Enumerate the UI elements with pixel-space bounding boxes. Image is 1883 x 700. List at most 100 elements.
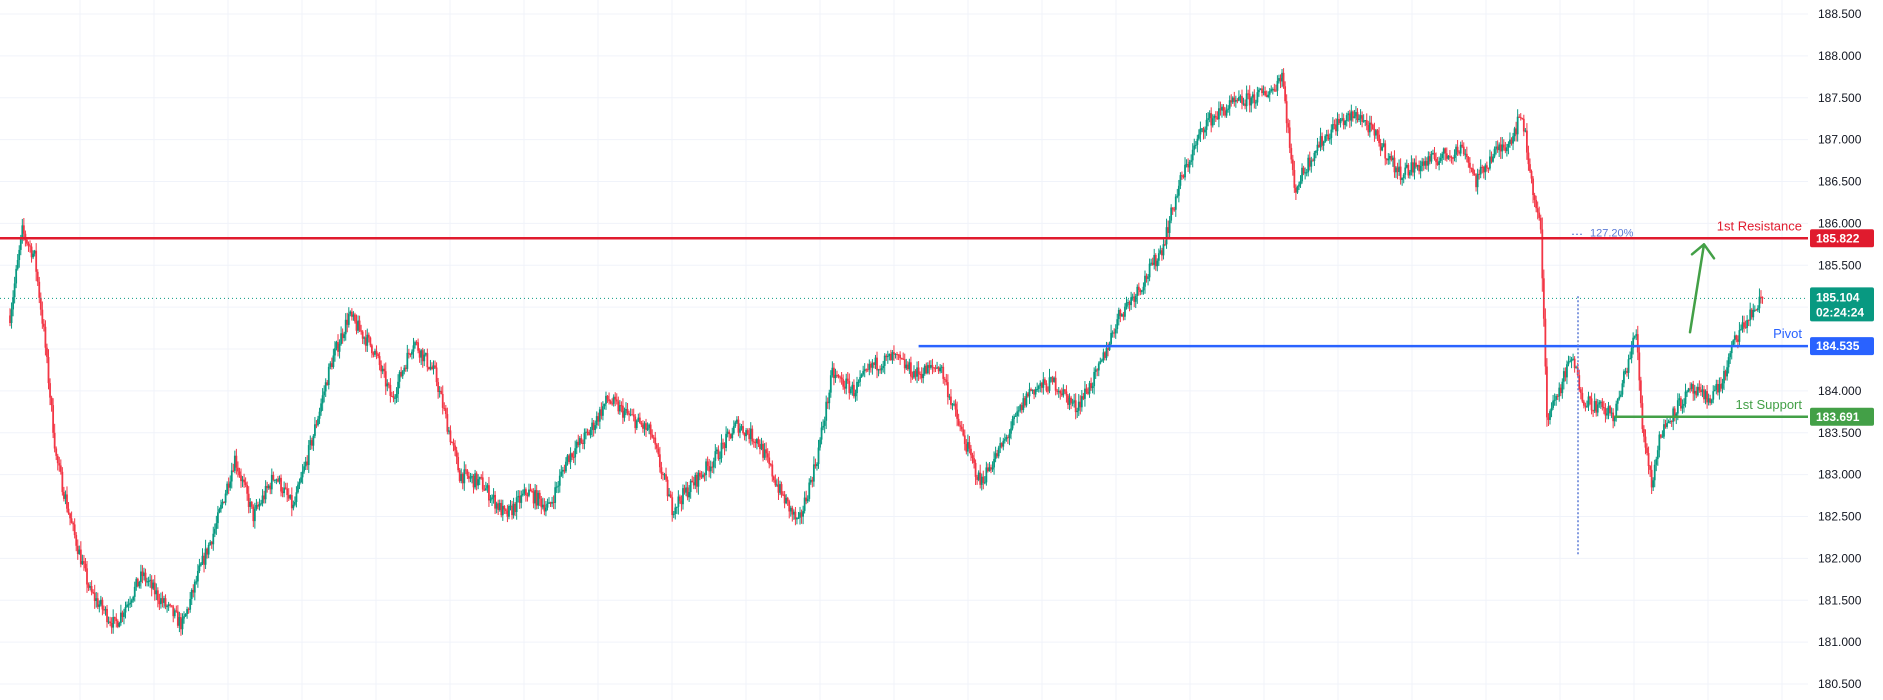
candle-body	[153, 582, 156, 595]
candle-body	[1330, 129, 1333, 139]
candle-body	[626, 408, 629, 414]
candle-body	[1584, 405, 1587, 407]
chart-grid	[0, 0, 1808, 700]
candle-body	[21, 225, 24, 238]
candle-body	[226, 483, 229, 494]
candle-body	[699, 472, 701, 477]
candle-body	[862, 371, 865, 375]
candle-body	[115, 618, 118, 622]
price-tick-label: 181.000	[1818, 635, 1862, 649]
price-tick-label: 182.500	[1818, 510, 1862, 524]
candle-body	[227, 483, 230, 488]
candle-body	[33, 250, 36, 254]
candle-body	[1413, 162, 1416, 173]
candle-body	[1687, 388, 1690, 392]
candle-body	[255, 505, 258, 509]
candle-body	[1623, 371, 1625, 384]
candle-body	[1017, 410, 1020, 412]
candle-body	[121, 612, 124, 617]
candle-body	[344, 319, 347, 335]
candle-body	[1364, 120, 1367, 122]
candle-body	[347, 313, 350, 325]
candle-body	[1592, 410, 1595, 412]
candle-body	[1425, 161, 1428, 166]
candle-body	[779, 484, 781, 493]
candle-body	[1542, 278, 1545, 319]
candle-body	[421, 350, 424, 362]
candle-body	[602, 406, 604, 416]
candle-body	[474, 473, 476, 488]
candle-body	[1008, 433, 1011, 438]
candle-body	[326, 382, 329, 386]
candle-body	[1666, 423, 1668, 427]
candle-body	[618, 405, 621, 412]
candle-body	[1114, 329, 1117, 334]
candle-body	[484, 488, 487, 491]
candle-body	[492, 494, 495, 498]
candle-body	[49, 383, 51, 398]
candle-body	[583, 432, 586, 444]
candle-body	[769, 464, 772, 466]
candle-body	[53, 432, 56, 449]
candle-body	[132, 596, 135, 601]
candle-body	[270, 474, 273, 490]
candle-body	[558, 475, 561, 486]
candle-body	[335, 342, 338, 349]
candle-body	[1461, 144, 1464, 147]
candle-body	[244, 482, 247, 485]
candle-body	[739, 428, 741, 433]
candle-body	[444, 408, 447, 415]
candle-body	[412, 345, 415, 352]
candle-body	[341, 333, 344, 339]
candle-body	[1646, 447, 1648, 454]
candle-body	[999, 443, 1002, 448]
candle-body	[839, 376, 841, 378]
candle-body	[1288, 127, 1291, 148]
candle-body	[1036, 388, 1039, 390]
candle-body	[565, 461, 567, 472]
candle-body	[220, 504, 222, 510]
candle-body	[768, 457, 771, 465]
candle-body	[1056, 390, 1059, 392]
candle-body	[846, 378, 849, 381]
candle-body	[806, 498, 809, 502]
candle-body	[1735, 335, 1738, 340]
candle-body	[491, 497, 493, 500]
candle-body	[588, 432, 590, 436]
candle-body	[371, 345, 373, 354]
candle-body	[569, 453, 572, 463]
candle-body	[820, 427, 823, 440]
candle-body	[324, 382, 327, 392]
candle-body	[837, 375, 840, 377]
candle-body	[1566, 364, 1568, 378]
candle-body	[1549, 411, 1551, 420]
candle-body	[1578, 375, 1581, 390]
candle-body	[183, 616, 185, 619]
projection-arrow-icon[interactable]	[1688, 243, 1716, 334]
candle-body	[1515, 128, 1518, 135]
candle-body	[468, 475, 470, 479]
price-tick-label: 180.500	[1818, 677, 1862, 691]
candle-body	[552, 501, 555, 503]
candle-body	[1224, 110, 1226, 116]
candle-body	[777, 484, 780, 493]
candle-body	[1079, 401, 1082, 408]
price-tick-label: 182.000	[1818, 551, 1862, 565]
candle-body	[101, 599, 104, 610]
candle-body	[1116, 319, 1119, 330]
candle-body	[106, 608, 108, 623]
candle-body	[879, 369, 881, 371]
candle-body	[61, 471, 64, 493]
candle-body	[581, 443, 584, 445]
candle-body	[24, 233, 27, 240]
candle-body	[1655, 459, 1658, 465]
candle-body	[503, 506, 506, 510]
candle-body	[802, 510, 804, 517]
candle-body	[1338, 118, 1340, 124]
candle-body	[529, 489, 532, 492]
candle-body	[143, 572, 145, 577]
candle-body	[1281, 72, 1283, 82]
candle-body	[200, 563, 202, 566]
candle-body	[135, 578, 138, 587]
